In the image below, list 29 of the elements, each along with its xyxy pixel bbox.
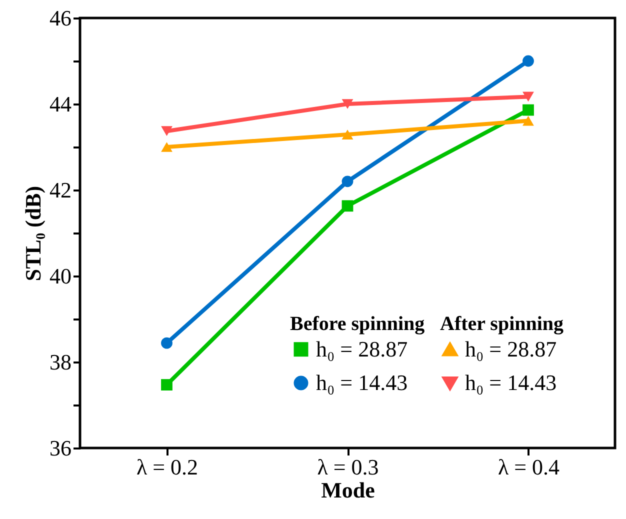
y-tick-label: 40 [50,264,72,288]
annotation: After spinning [440,313,564,335]
point [522,116,534,126]
point [342,176,354,188]
point [161,142,172,152]
x-tick-label: λ = 0.3 [317,454,379,480]
point [522,104,534,116]
legend-label: h₀ = 14.43 [465,370,557,395]
point [522,92,534,102]
point [161,126,172,136]
point [342,99,354,109]
legend-label: h₀ = 28.87 [465,336,557,362]
legend-label: h₀ = 14.43 [316,370,408,395]
legend-label: h₀ = 28.87 [316,336,408,362]
y-tick-label: 46 [50,6,72,30]
point [161,337,172,349]
y-tick-label: 36 [50,436,72,460]
x-axis-title: Mode [321,478,376,502]
point [342,200,354,212]
x-tick-label: λ = 0.2 [136,454,198,480]
point [161,379,172,390]
y-tick-label: 42 [50,178,72,202]
x-tick-label: λ = 0.4 [498,454,560,480]
y-tick-label: 44 [50,92,72,116]
annotation: Before spinning [290,313,425,335]
y-tick-label: 38 [50,350,72,374]
point [522,55,534,67]
y-axis-title: STL₀ (dB) [20,186,46,282]
point [342,130,354,140]
